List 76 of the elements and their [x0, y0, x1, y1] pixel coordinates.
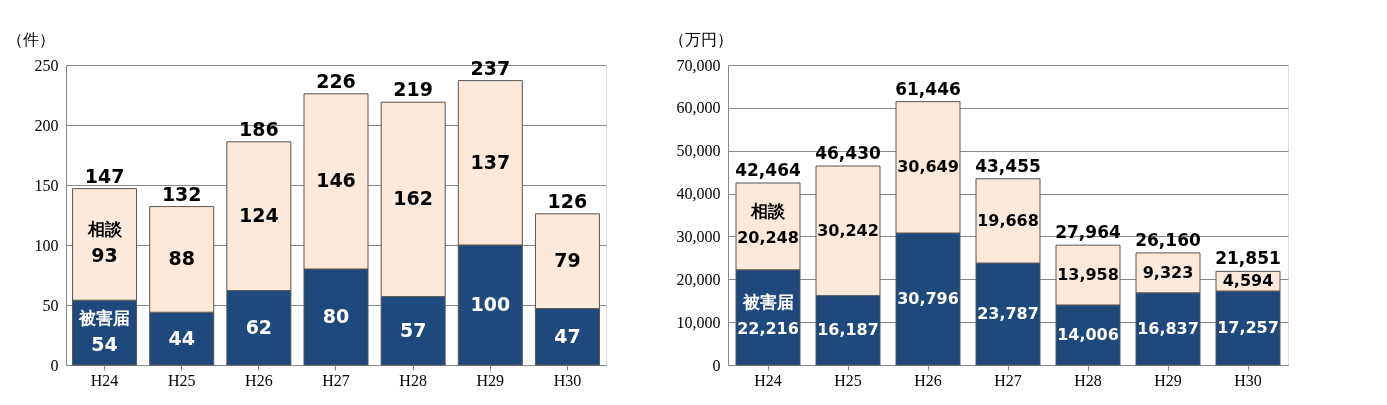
data-label: 62 — [245, 315, 273, 338]
x-tick-label: H29 — [476, 371, 505, 389]
total-label: 126 — [547, 189, 588, 212]
total-label: 219 — [393, 78, 433, 101]
total-label: 186 — [239, 117, 279, 140]
x-tick-label: H26 — [914, 371, 942, 389]
y-tick-label: 150 — [34, 176, 59, 194]
data-label: 30,649 — [897, 157, 959, 177]
y-tick-label: 250 — [34, 56, 59, 74]
data-label: 16,837 — [1137, 318, 1199, 338]
x-tick-label: H25 — [834, 371, 862, 389]
y-tick-label: 0 — [50, 356, 59, 374]
data-label: 30,242 — [817, 220, 879, 240]
y-tick-label: 40,000 — [676, 185, 721, 203]
x-tick-label: H24 — [754, 371, 782, 389]
y-tick-label: 60,000 — [676, 99, 721, 117]
x-tick-label: H28 — [399, 371, 427, 389]
x-tick-label: H30 — [553, 371, 582, 389]
total-label: 61,446 — [895, 78, 961, 99]
total-label: 132 — [161, 182, 202, 205]
data-label: 20,248 — [737, 228, 799, 248]
y-tick-label: 70,000 — [676, 56, 721, 74]
total-label: 226 — [316, 69, 356, 92]
data-label: 44 — [168, 326, 195, 349]
data-label: 16,187 — [817, 320, 879, 340]
y-axis-title: （件） — [6, 29, 55, 49]
total-label: 42,464 — [735, 160, 801, 181]
data-label: 22,216 — [737, 319, 799, 339]
y-tick-label: 50,000 — [676, 142, 721, 160]
data-label: 47 — [554, 324, 581, 347]
x-tick-label: H25 — [167, 371, 196, 389]
y-tick-label: 10,000 — [676, 313, 721, 331]
data-label: 88 — [168, 247, 195, 270]
total-label: 237 — [470, 56, 511, 79]
x-tick-label: H26 — [245, 371, 273, 389]
y-tick-label: 200 — [34, 116, 59, 134]
data-label: 137 — [470, 150, 511, 173]
data-label: 9,323 — [1142, 262, 1194, 282]
y-tick-label: 100 — [34, 236, 59, 254]
data-label: 4,594 — [1222, 271, 1274, 291]
total-label: 43,455 — [975, 155, 1041, 176]
y-tick-label: 30,000 — [676, 227, 721, 245]
data-label: 124 — [239, 204, 279, 227]
y-tick-label: 50 — [42, 296, 59, 314]
data-label: 19,668 — [977, 210, 1039, 230]
x-tick-label: H24 — [90, 371, 119, 389]
data-label: 57 — [399, 318, 427, 341]
total-label: 26,160 — [1135, 229, 1201, 250]
data-label: 162 — [393, 187, 433, 210]
data-label: 79 — [554, 249, 581, 272]
data-label: 17,257 — [1217, 318, 1279, 338]
series-label: 被害届 — [78, 307, 131, 328]
series-label: 相談 — [86, 219, 123, 240]
series-label: 被害届 — [741, 292, 794, 313]
total-label: 27,964 — [1055, 222, 1121, 243]
y-tick-label: 20,000 — [676, 270, 721, 288]
data-label: 93 — [91, 244, 118, 267]
x-tick-label: H27 — [322, 371, 350, 389]
data-label: 146 — [316, 169, 356, 192]
x-tick-label: H28 — [1074, 371, 1102, 389]
data-label: 80 — [322, 305, 350, 327]
total-label: 46,430 — [815, 143, 881, 164]
series-label: 相談 — [750, 201, 786, 222]
y-tick-label: 0 — [712, 356, 721, 374]
data-label: 100 — [470, 293, 511, 315]
x-tick-label: H30 — [1234, 371, 1262, 389]
total-label: 147 — [84, 164, 125, 187]
y-axis-title: （万円） — [668, 29, 733, 49]
data-label: 54 — [91, 332, 118, 355]
data-label: 14,006 — [1057, 324, 1119, 344]
total-label: 21,851 — [1215, 248, 1281, 269]
data-label: 23,787 — [977, 304, 1039, 324]
x-tick-label: H27 — [994, 371, 1022, 389]
x-tick-label: H29 — [1154, 371, 1182, 389]
data-label: 13,958 — [1057, 265, 1119, 285]
data-label: 30,796 — [897, 289, 959, 309]
